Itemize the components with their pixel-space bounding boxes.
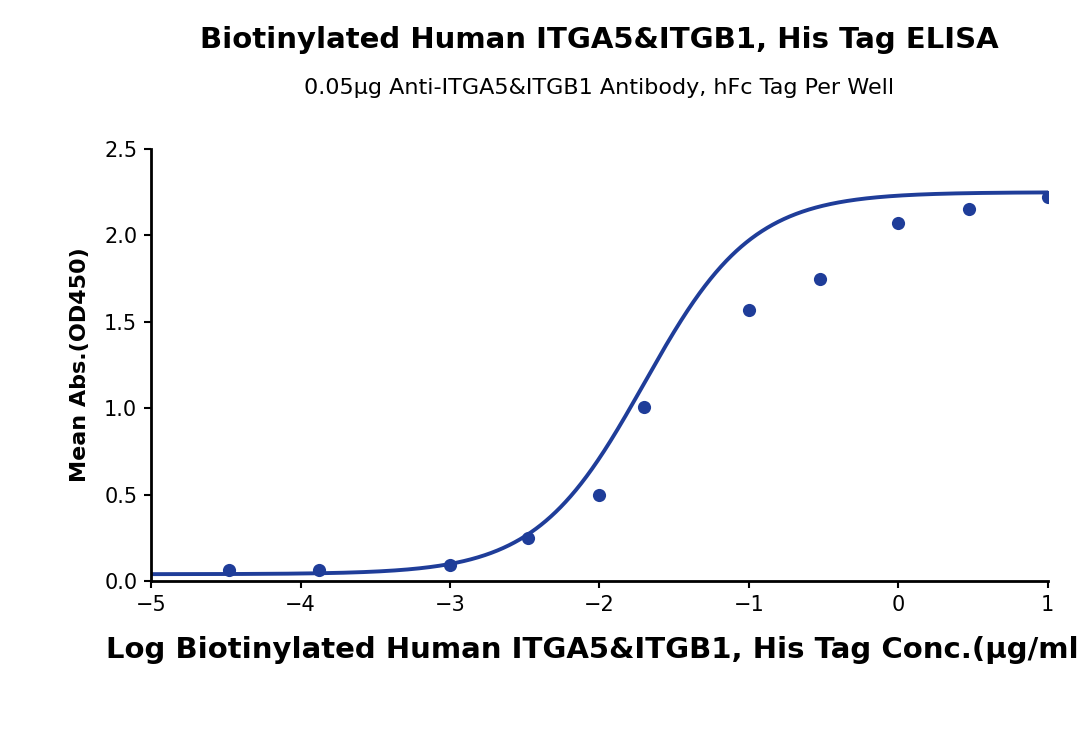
Point [519,532,537,544]
Text: 0.05μg Anti-ITGA5&ITGB1 Antibody, hFc Tag Per Well: 0.05μg Anti-ITGA5&ITGB1 Antibody, hFc Ta… [305,78,894,98]
Point [636,401,653,413]
Y-axis label: Mean Abs.(OD450): Mean Abs.(OD450) [70,247,91,483]
Point [740,304,757,316]
Point [311,564,328,576]
Point [591,489,608,501]
Point [442,559,459,571]
Point [1039,191,1056,203]
Point [890,218,907,229]
Point [811,273,828,285]
Text: Biotinylated Human ITGA5&ITGB1, His Tag ELISA: Biotinylated Human ITGA5&ITGB1, His Tag … [200,26,999,54]
X-axis label: Log Biotinylated Human ITGA5&ITGB1, His Tag Conc.(μg/ml): Log Biotinylated Human ITGA5&ITGB1, His … [107,635,1080,664]
Point [961,203,978,215]
Point [220,564,238,576]
